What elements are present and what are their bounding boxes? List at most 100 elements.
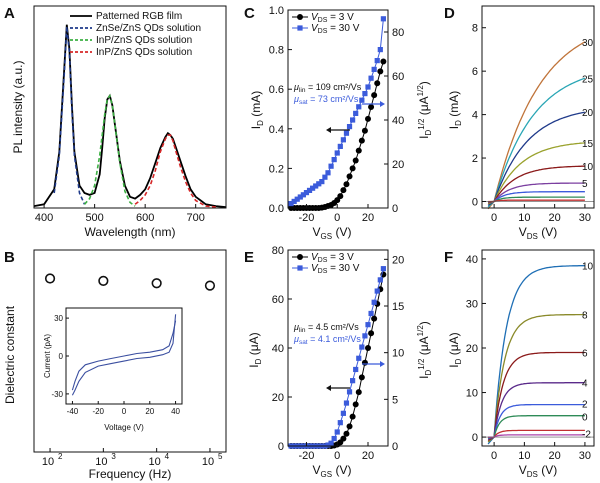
panel-e-y-tick-label-0: 0 [278, 441, 284, 453]
panel-c-point-1-20 [350, 117, 356, 123]
panel-c-arrow-right-head [380, 101, 385, 107]
panel-c-y2-tick-label-1: 20 [392, 159, 404, 171]
panel-e-point-1-19 [346, 389, 353, 395]
panel-d-curve-label-4: 10 [582, 162, 594, 173]
panel-d-x-tick-label-2: 20 [549, 212, 561, 224]
panel-d: 0 10 20 30 0 2 4 6 8 VDS (V) ID (mA) 30 25 20 15 10 5 [447, 5, 595, 241]
panel-e-annotation-1: μsat = 4.1 cm²/Vs [293, 334, 361, 346]
panel-c-point-1-7 [310, 185, 316, 191]
panel-d-curve-5 [488, 182, 585, 203]
panel-c-point-0-17 [340, 187, 347, 194]
panel-d-curve-label-0: 30 [582, 38, 594, 49]
panel-c-point-0-26 [368, 104, 375, 111]
panel-e-point-1-15 [334, 429, 340, 435]
panel-c-ticks: -20 0 20 0.0 0.2 0.4 0.6 0.8 1.0 0 20 40 60 80 [269, 5, 405, 224]
panel-e-point-1-13 [328, 440, 334, 446]
panel-b-x-tick-label-0: 10 [42, 456, 54, 468]
panel-c-legend-label-0: VDS = 3 V [311, 12, 354, 24]
panel-b-x-tick-exponent-0: 2 [58, 452, 63, 461]
panel-b-point-0 [44, 273, 56, 284]
panel-c-point-0-20 [349, 165, 356, 172]
panel-d-curve-label-3: 15 [582, 139, 594, 150]
panel-c-x-label: VGS (V) [313, 225, 352, 241]
panel-a-legend-label-3: InP/ZnS QDs solution [96, 47, 192, 58]
panel-c-point-1-15 [334, 150, 340, 156]
panel-e-point-1-23 [359, 344, 365, 350]
panel-d-x-label: VDS (V) [519, 225, 557, 241]
panel-e-point-1-14 [331, 435, 337, 442]
panel-f-curve-3 [487, 382, 585, 440]
panel-c-point-1-27 [371, 66, 377, 72]
panel-a-frame [33, 5, 227, 209]
panel-f-curve-0 [487, 265, 585, 445]
panel-b-point-1 [98, 275, 109, 286]
panel-e-point-1-17 [340, 410, 346, 416]
panel-c-annotation-0: μlin = 109 cm²/Vs [293, 82, 362, 94]
panel-c-point-1-13 [328, 163, 334, 169]
panel-e-point-0-25 [365, 345, 371, 351]
panel-e-y2-tick-label-4: 20 [392, 254, 404, 266]
panel-c-y-tick-label-1: 0.2 [269, 163, 284, 175]
panel-f-curve-label-6: -2 [582, 429, 591, 440]
panel-e-point-1-21 [353, 366, 359, 373]
panel-f-curve-label-4: 2 [582, 400, 588, 411]
panel-letter-e: E [244, 249, 254, 266]
panel-a-series-1 [53, 26, 86, 205]
panel-e-ticks: -20 0 20 0 20 40 60 80 0 5 10 15 20 [272, 245, 405, 462]
panel-c-y2-tick-label-2: 40 [392, 115, 404, 127]
panel-e-x-tick-label-1: 0 [334, 450, 340, 462]
panel-f-y-tick-label-2: 20 [466, 343, 478, 355]
panel-e-point-1-20 [350, 378, 356, 384]
panel-c-frame [287, 9, 389, 209]
panel-d-curve-0 [487, 41, 586, 210]
panel-c-legend-label-1: VDS = 30 V [311, 23, 360, 35]
panel-b-inset-y-label: Current (pA) [43, 334, 52, 378]
panel-c-point-0-23 [358, 137, 365, 144]
panel-letter-d: D [444, 5, 455, 22]
panel-b-plot-area [44, 273, 216, 291]
panel-e-y-tick-label-2: 40 [272, 343, 284, 355]
panel-b-inset-x-tick-label-1: -20 [92, 407, 104, 416]
panel-e-series-line-1 [291, 268, 384, 447]
panel-c-point-0-30 [380, 58, 387, 65]
panel-b-x-tick-exponent-3: 5 [218, 452, 223, 461]
panel-c-point-1-0 [288, 201, 294, 207]
panel-f-curve-labels: 10 8 6 4 2 0 -2 [582, 262, 594, 441]
panel-d-curve-3 [487, 142, 585, 205]
panel-c-point-0-22 [355, 147, 362, 154]
panel-c-y-tick-label-2: 0.4 [269, 124, 284, 136]
panel-c-point-1-17 [340, 137, 346, 143]
panel-e-point-1-29 [377, 277, 383, 283]
panel-f-curve-label-2: 6 [582, 348, 588, 359]
panel-b-inset-y-tick-label-2: 30 [54, 314, 63, 323]
panel-c-y-tick-label-4: 0.8 [269, 45, 284, 57]
panel-c-point-1-19 [346, 124, 353, 130]
panel-c-point-1-8 [313, 183, 319, 189]
panel-d-y-tick-label-1: 2 [472, 153, 478, 165]
panel-letter-b: B [4, 249, 15, 266]
panel-c-x-tick-label-2: 20 [362, 212, 374, 224]
panel-c-point-1-11 [322, 174, 328, 180]
panel-c-legend-marker-1 [297, 25, 303, 31]
panel-c-point-1-12 [325, 170, 331, 176]
panel-f-curve-7 [488, 434, 585, 438]
panel-f-curve-label-3: 4 [582, 379, 588, 390]
panel-e-point-1-26 [368, 310, 374, 317]
panel-a-x-tick-label-1: 500 [85, 212, 103, 224]
panel-c-point-1-16 [337, 143, 343, 149]
panel-a-legend-label-0: Patterned RGB film [96, 11, 182, 22]
panel-c-point-1-26 [368, 75, 374, 81]
panel-e-y-label: ID (μA) [247, 332, 263, 367]
panel-f-curve-label-5: 0 [582, 413, 588, 424]
panel-e-frame [287, 249, 389, 447]
panel-c-point-1-3 [297, 194, 303, 200]
panel-c-point-0-25 [365, 115, 371, 122]
panel-b-x-tick-label-1: 10 [95, 456, 107, 468]
panel-d-plot-area [482, 41, 594, 210]
panel-c-point-1-18 [343, 130, 350, 136]
panel-b-inset-y-tick-label-0: -30 [51, 390, 63, 399]
panel-a-series-3 [134, 134, 216, 208]
